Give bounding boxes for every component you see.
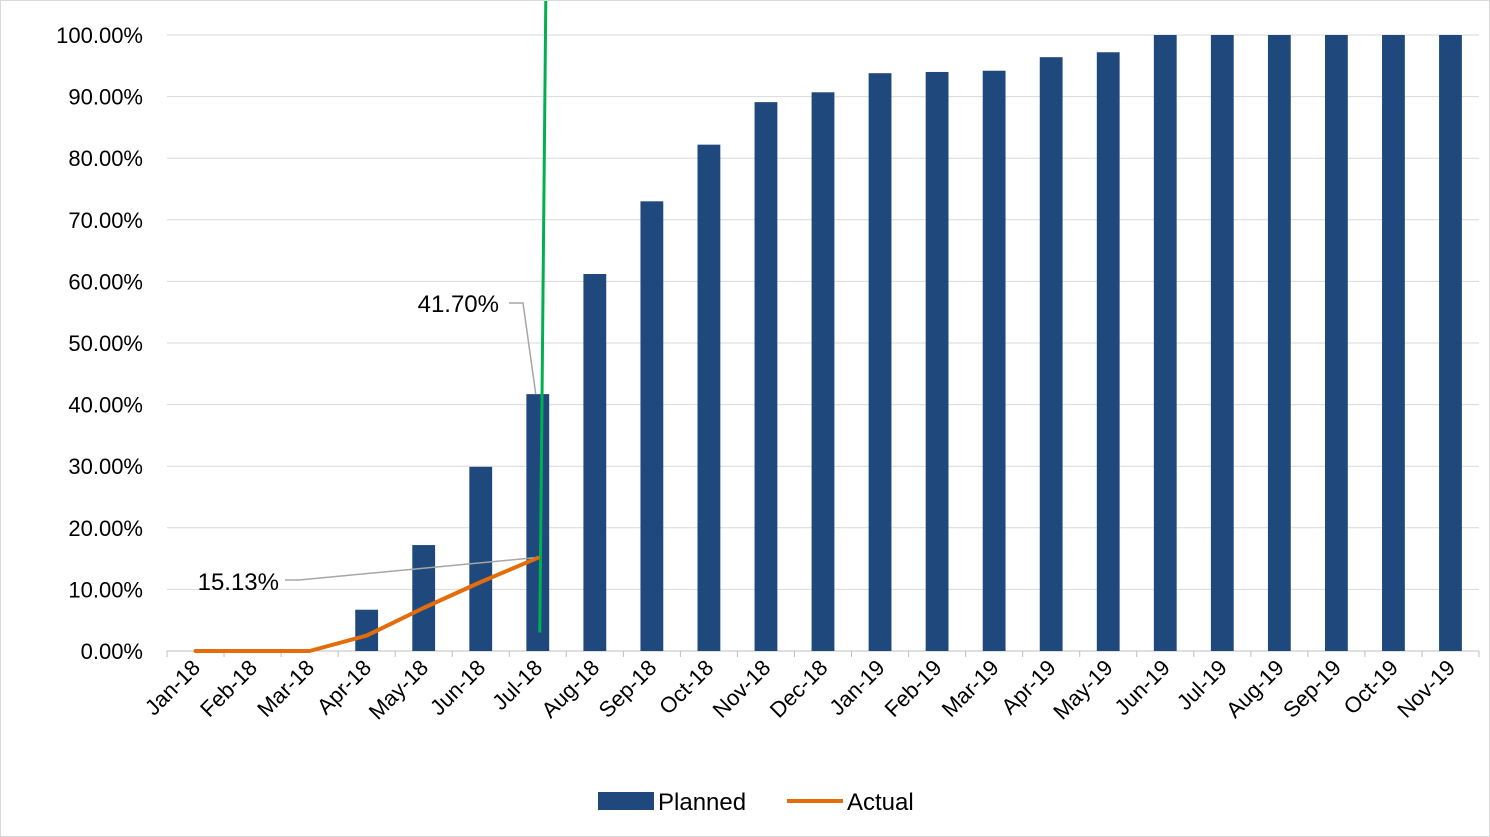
planned-bar [1267, 35, 1291, 651]
planned-bar [868, 73, 892, 651]
planned-data-label: 41.70% [418, 291, 499, 318]
x-tick-label: May-19 [1048, 655, 1118, 725]
legend-label-planned: Planned [658, 789, 746, 816]
x-tick-label: Oct-19 [1339, 655, 1403, 719]
x-tick-label: Jun-19 [1110, 655, 1175, 720]
actual-data-label: 15.13% [198, 569, 279, 596]
x-tick-label: Dec-18 [765, 655, 833, 723]
legend-label-actual: Actual [847, 789, 914, 816]
planned-bar [1039, 57, 1063, 651]
planned-bar [469, 466, 493, 651]
x-tick-label: Mar-18 [252, 655, 319, 722]
planned-bar [412, 545, 436, 651]
planned-bar [925, 71, 949, 651]
planned-bar [583, 274, 607, 651]
planned-bar [697, 144, 721, 651]
legend-swatch-planned [598, 792, 654, 810]
y-tick-label: 80.00% [68, 146, 143, 171]
x-tick-label: May-18 [364, 655, 434, 725]
x-tick-label: Feb-19 [880, 655, 947, 722]
y-tick-label: 60.00% [68, 269, 143, 294]
planned-bar [1324, 35, 1348, 651]
x-tick-label: Jan-19 [824, 655, 889, 720]
planned-bar [1210, 35, 1234, 651]
planned-bar [355, 609, 379, 651]
actual-line [193, 555, 540, 653]
planned-bar [1382, 35, 1405, 651]
x-tick-label: Oct-18 [654, 655, 718, 719]
x-tick-label: Aug-19 [1221, 655, 1289, 723]
y-tick-label: 100.00% [56, 23, 143, 48]
status-date-line [538, 1, 548, 633]
planned-bar [526, 394, 550, 651]
x-tick-label: Feb-18 [195, 655, 262, 722]
x-tick-label: Jan-18 [140, 655, 205, 720]
planned-bar [1153, 35, 1177, 651]
planned-bar [811, 92, 835, 651]
y-tick-label: 20.00% [68, 516, 143, 541]
y-tick-label: 30.00% [68, 454, 143, 479]
data-label-leader [509, 302, 537, 395]
y-tick-label: 90.00% [68, 85, 143, 110]
x-tick-label: Mar-19 [937, 655, 1004, 722]
planned-bar [982, 70, 1006, 651]
planned-bar [1096, 52, 1120, 652]
y-tick-label: 50.00% [68, 331, 143, 356]
y-tick-label: 40.00% [68, 393, 143, 418]
x-tick-label: Jun-18 [425, 655, 490, 720]
planned-bar [640, 201, 664, 651]
y-tick-label: 0.00% [81, 639, 143, 664]
data-label-leader [285, 557, 534, 581]
x-tick-label: Sep-18 [594, 655, 662, 723]
planned-bar [754, 102, 778, 652]
planned-bar [1439, 35, 1462, 651]
x-tick-label: Nov-19 [1392, 655, 1460, 723]
x-tick-label: Sep-19 [1278, 655, 1346, 723]
x-tick-label: Nov-18 [708, 655, 776, 723]
y-tick-label: 70.00% [68, 208, 143, 233]
y-tick-label: 10.00% [68, 577, 143, 602]
x-tick-label: Aug-18 [537, 655, 605, 723]
